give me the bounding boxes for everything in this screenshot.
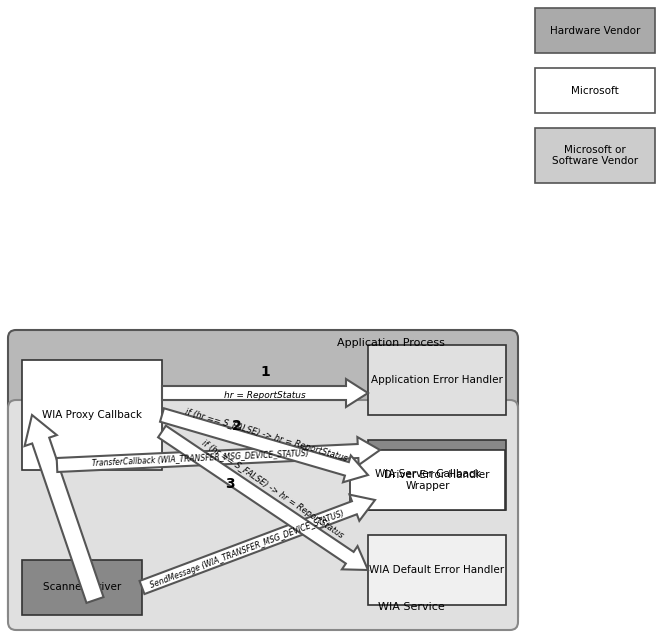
FancyBboxPatch shape	[8, 330, 518, 625]
Text: TransferCallback (WIA_TRANSFER_MSG_DEVICE_STATUS): TransferCallback (WIA_TRANSFER_MSG_DEVIC…	[91, 449, 309, 468]
Text: SendMessage (WIA_TRANSFER_MSG_DEVICE_STATUS): SendMessage (WIA_TRANSFER_MSG_DEVICE_STA…	[148, 509, 345, 590]
Text: Microsoft or
Software Vendor: Microsoft or Software Vendor	[552, 145, 638, 166]
Bar	[535, 8, 655, 53]
Text: 1: 1	[260, 365, 270, 379]
Text: if (hr == S_FALSE) -> hr = ReportStatus: if (hr == S_FALSE) -> hr = ReportStatus	[200, 438, 345, 540]
Polygon shape	[140, 495, 375, 594]
Polygon shape	[57, 437, 380, 472]
Bar	[368, 535, 506, 605]
FancyBboxPatch shape	[8, 400, 518, 630]
Bar	[22, 360, 162, 470]
Bar	[350, 450, 505, 510]
Text: Microsoft: Microsoft	[571, 86, 619, 95]
Polygon shape	[158, 426, 368, 570]
Text: 3: 3	[225, 477, 235, 491]
Text: 2: 2	[232, 419, 242, 433]
Bar	[368, 440, 506, 510]
Polygon shape	[162, 379, 368, 407]
Bar	[535, 68, 655, 113]
Text: hr = ReportStatus: hr = ReportStatus	[224, 391, 306, 400]
Text: Scanner Driver: Scanner Driver	[43, 582, 121, 593]
Text: Hardware Vendor: Hardware Vendor	[550, 26, 640, 35]
Bar	[22, 560, 142, 615]
Text: if (hr == S_FALSE) -> hr = ReportStatus: if (hr == S_FALSE) -> hr = ReportStatus	[184, 408, 348, 463]
Text: WIA Server Callback
Wrapper: WIA Server Callback Wrapper	[375, 469, 481, 491]
Text: WIA Proxy Callback: WIA Proxy Callback	[42, 410, 142, 420]
Text: Driver Error Handler: Driver Error Handler	[384, 470, 490, 480]
Polygon shape	[24, 415, 103, 603]
Polygon shape	[160, 408, 368, 483]
Text: WIA Service: WIA Service	[378, 602, 445, 612]
Bar	[535, 128, 655, 183]
Text: Application Error Handler: Application Error Handler	[371, 375, 503, 385]
Bar	[368, 345, 506, 415]
Text: Application Process: Application Process	[337, 338, 445, 348]
Text: WIA Default Error Handler: WIA Default Error Handler	[369, 565, 504, 575]
